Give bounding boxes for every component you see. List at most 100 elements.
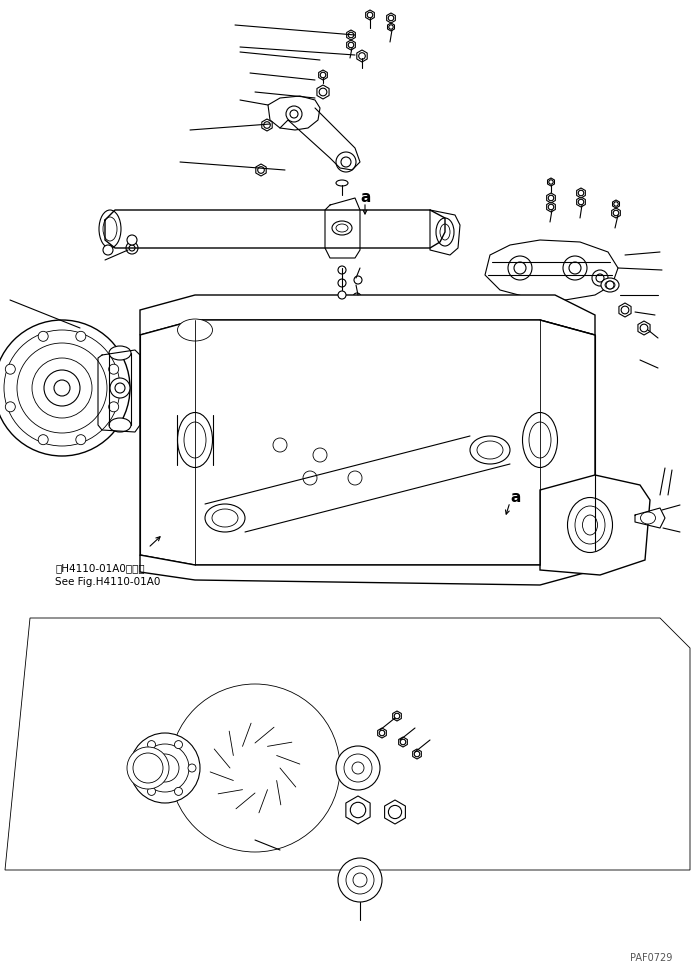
Polygon shape bbox=[388, 23, 395, 31]
Polygon shape bbox=[393, 711, 401, 721]
Polygon shape bbox=[357, 50, 368, 62]
Circle shape bbox=[389, 15, 394, 20]
Ellipse shape bbox=[99, 210, 121, 248]
Polygon shape bbox=[485, 240, 618, 300]
Circle shape bbox=[349, 32, 354, 38]
Circle shape bbox=[148, 787, 155, 796]
Circle shape bbox=[290, 110, 298, 118]
Circle shape bbox=[243, 756, 267, 780]
Circle shape bbox=[38, 332, 48, 341]
Circle shape bbox=[134, 764, 142, 772]
Circle shape bbox=[174, 787, 183, 796]
Ellipse shape bbox=[184, 422, 206, 458]
Ellipse shape bbox=[103, 217, 117, 241]
Circle shape bbox=[6, 365, 15, 374]
Circle shape bbox=[548, 195, 554, 201]
Polygon shape bbox=[577, 188, 585, 198]
Circle shape bbox=[110, 378, 130, 398]
Circle shape bbox=[0, 320, 130, 456]
Circle shape bbox=[54, 380, 70, 396]
Circle shape bbox=[303, 471, 317, 485]
Circle shape bbox=[613, 210, 619, 216]
Circle shape bbox=[148, 741, 155, 748]
Polygon shape bbox=[140, 550, 595, 585]
Circle shape bbox=[273, 438, 287, 452]
Circle shape bbox=[321, 73, 326, 77]
Polygon shape bbox=[256, 164, 266, 176]
Circle shape bbox=[358, 52, 365, 59]
Circle shape bbox=[289, 802, 299, 812]
Ellipse shape bbox=[640, 512, 655, 524]
Circle shape bbox=[126, 242, 138, 254]
Ellipse shape bbox=[436, 218, 454, 246]
Ellipse shape bbox=[575, 506, 605, 544]
Ellipse shape bbox=[178, 413, 213, 467]
Circle shape bbox=[313, 448, 327, 462]
Polygon shape bbox=[140, 295, 595, 335]
Circle shape bbox=[338, 291, 346, 299]
Circle shape bbox=[548, 204, 554, 210]
Circle shape bbox=[211, 724, 221, 734]
Polygon shape bbox=[577, 197, 585, 207]
Circle shape bbox=[338, 858, 382, 902]
Ellipse shape bbox=[133, 753, 163, 783]
Ellipse shape bbox=[205, 504, 245, 532]
Ellipse shape bbox=[336, 180, 348, 186]
Polygon shape bbox=[386, 13, 395, 23]
Circle shape bbox=[414, 751, 420, 757]
Circle shape bbox=[174, 741, 183, 748]
Circle shape bbox=[592, 270, 608, 286]
Polygon shape bbox=[346, 796, 370, 824]
Circle shape bbox=[180, 693, 330, 843]
Circle shape bbox=[400, 739, 406, 745]
Polygon shape bbox=[540, 475, 650, 575]
Circle shape bbox=[596, 274, 604, 282]
Circle shape bbox=[336, 152, 356, 172]
Circle shape bbox=[350, 803, 365, 818]
Circle shape bbox=[336, 746, 380, 790]
Circle shape bbox=[353, 873, 367, 887]
Circle shape bbox=[103, 245, 113, 255]
Polygon shape bbox=[619, 303, 631, 317]
Circle shape bbox=[207, 720, 303, 816]
Circle shape bbox=[76, 332, 86, 341]
Circle shape bbox=[289, 724, 299, 734]
Circle shape bbox=[606, 281, 614, 289]
Text: 第H4110-01A0図参照: 第H4110-01A0図参照 bbox=[55, 563, 145, 573]
Polygon shape bbox=[5, 618, 690, 870]
Circle shape bbox=[394, 714, 400, 718]
Polygon shape bbox=[612, 200, 620, 208]
Circle shape bbox=[614, 202, 618, 206]
Circle shape bbox=[211, 802, 221, 812]
Polygon shape bbox=[413, 749, 421, 759]
Ellipse shape bbox=[109, 346, 131, 360]
Ellipse shape bbox=[477, 441, 503, 459]
Polygon shape bbox=[612, 208, 620, 218]
Circle shape bbox=[640, 324, 648, 332]
Circle shape bbox=[258, 166, 265, 173]
Circle shape bbox=[108, 365, 119, 374]
Ellipse shape bbox=[212, 509, 238, 527]
Circle shape bbox=[220, 733, 290, 803]
Ellipse shape bbox=[332, 221, 352, 235]
Polygon shape bbox=[346, 40, 356, 50]
Circle shape bbox=[389, 806, 402, 819]
Circle shape bbox=[621, 307, 629, 314]
Polygon shape bbox=[365, 10, 375, 20]
Ellipse shape bbox=[440, 224, 450, 240]
Polygon shape bbox=[317, 85, 329, 99]
Polygon shape bbox=[547, 193, 555, 203]
Circle shape bbox=[346, 866, 374, 894]
Circle shape bbox=[108, 402, 119, 412]
Ellipse shape bbox=[178, 319, 213, 341]
Ellipse shape bbox=[336, 224, 348, 232]
Ellipse shape bbox=[470, 436, 510, 464]
Circle shape bbox=[389, 25, 393, 29]
Polygon shape bbox=[638, 321, 650, 335]
Circle shape bbox=[338, 266, 346, 274]
Circle shape bbox=[151, 754, 179, 782]
Circle shape bbox=[338, 279, 346, 287]
Circle shape bbox=[563, 256, 587, 280]
Ellipse shape bbox=[601, 278, 619, 292]
Ellipse shape bbox=[582, 515, 598, 535]
